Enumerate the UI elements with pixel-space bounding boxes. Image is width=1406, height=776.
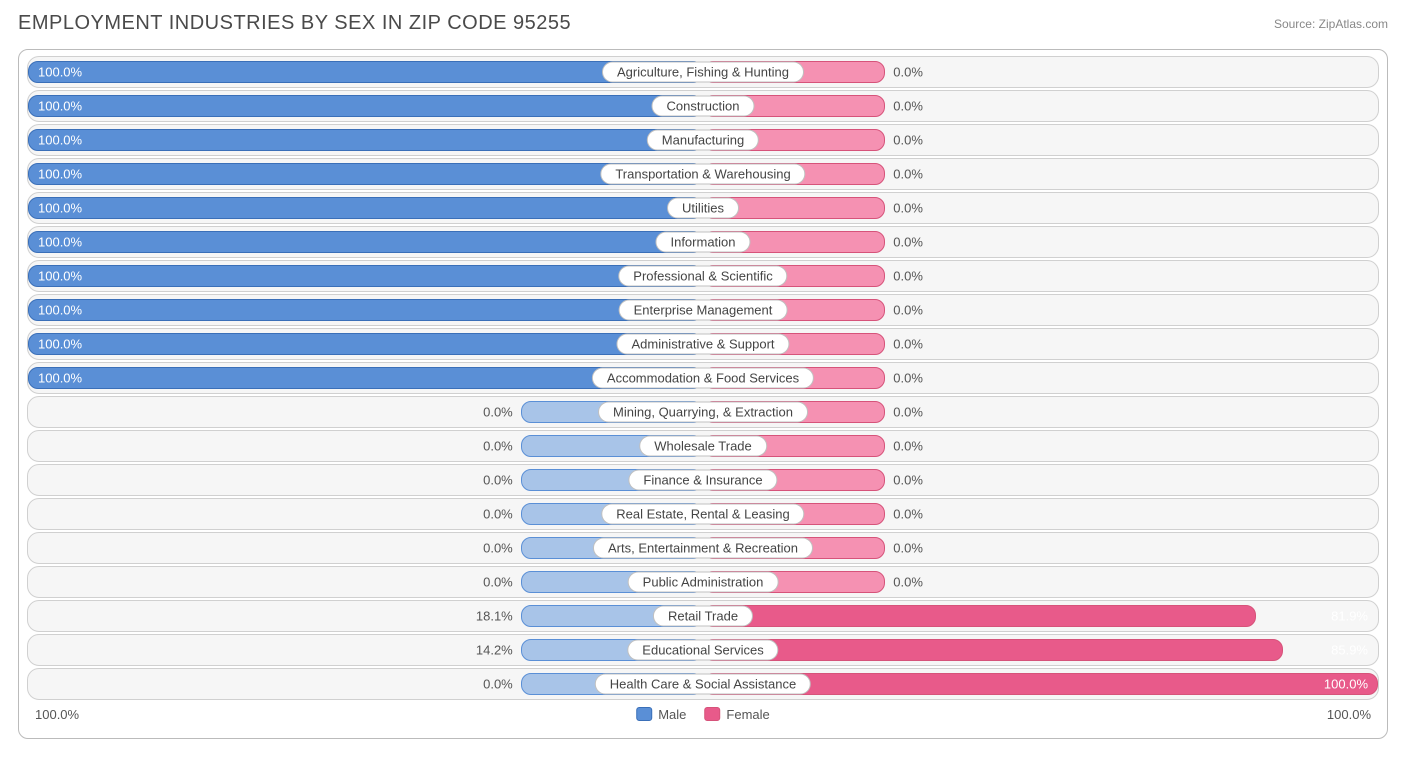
male-bar bbox=[28, 197, 703, 219]
row-label: Health Care & Social Assistance bbox=[595, 674, 811, 695]
chart-title: EMPLOYMENT INDUSTRIES BY SEX IN ZIP CODE… bbox=[18, 12, 571, 35]
row-label: Real Estate, Rental & Leasing bbox=[601, 504, 804, 525]
male-pct: 100.0% bbox=[38, 269, 82, 284]
female-pct: 0.0% bbox=[893, 575, 923, 590]
chart-row: 18.1% 81.9% Retail Trade bbox=[27, 600, 1379, 632]
female-pct: 0.0% bbox=[893, 133, 923, 148]
female-pct: 0.0% bbox=[893, 405, 923, 420]
male-bar bbox=[28, 129, 703, 151]
female-pct: 0.0% bbox=[893, 99, 923, 114]
female-pct: 0.0% bbox=[893, 439, 923, 454]
row-label: Information bbox=[655, 232, 750, 253]
male-pct: 100.0% bbox=[38, 133, 82, 148]
row-label: Construction bbox=[652, 96, 755, 117]
chart-row: 100.0% 0.0% Information bbox=[27, 226, 1379, 258]
female-pct: 0.0% bbox=[893, 541, 923, 556]
axis-label-left: 100.0% bbox=[35, 707, 79, 722]
female-pct: 0.0% bbox=[893, 201, 923, 216]
female-pct: 0.0% bbox=[893, 507, 923, 522]
female-pct: 0.0% bbox=[893, 269, 923, 284]
chart-row: 100.0% 0.0% Manufacturing bbox=[27, 124, 1379, 156]
female-pct: 0.0% bbox=[893, 235, 923, 250]
axis-label-right: 100.0% bbox=[1327, 707, 1371, 722]
chart-row: 100.0% 0.0% Professional & Scientific bbox=[27, 260, 1379, 292]
row-label: Transportation & Warehousing bbox=[600, 164, 805, 185]
male-pct: 100.0% bbox=[38, 303, 82, 318]
chart-row: 100.0% 0.0% Enterprise Management bbox=[27, 294, 1379, 326]
female-pct: 0.0% bbox=[893, 167, 923, 182]
chart-row: 100.0% 0.0% Utilities bbox=[27, 192, 1379, 224]
row-label: Wholesale Trade bbox=[639, 436, 767, 457]
row-label: Enterprise Management bbox=[619, 300, 788, 321]
male-bar bbox=[28, 333, 703, 355]
row-label: Finance & Insurance bbox=[628, 470, 777, 491]
female-pct: 0.0% bbox=[893, 65, 923, 80]
row-label: Professional & Scientific bbox=[618, 266, 787, 287]
male-pct: 100.0% bbox=[38, 65, 82, 80]
female-pct: 0.0% bbox=[893, 371, 923, 386]
row-label: Retail Trade bbox=[653, 606, 753, 627]
female-bar bbox=[703, 639, 1283, 661]
male-pct: 100.0% bbox=[38, 99, 82, 114]
source-attribution: Source: ZipAtlas.com bbox=[1274, 17, 1388, 31]
chart-row: 0.0% 0.0% Public Administration bbox=[27, 566, 1379, 598]
male-pct: 0.0% bbox=[483, 541, 513, 556]
row-label: Public Administration bbox=[628, 572, 779, 593]
male-pct: 100.0% bbox=[38, 201, 82, 216]
legend-female-label: Female bbox=[726, 707, 769, 722]
male-pct: 100.0% bbox=[38, 371, 82, 386]
chart-row: 14.2% 85.9% Educational Services bbox=[27, 634, 1379, 666]
chart-row: 100.0% 0.0% Transportation & Warehousing bbox=[27, 158, 1379, 190]
male-pct: 0.0% bbox=[483, 439, 513, 454]
female-pct: 81.9% bbox=[1331, 609, 1368, 624]
row-label: Arts, Entertainment & Recreation bbox=[593, 538, 813, 559]
legend-female: Female bbox=[704, 707, 769, 722]
male-pct: 18.1% bbox=[476, 609, 513, 624]
female-swatch bbox=[704, 707, 720, 721]
row-label: Administrative & Support bbox=[616, 334, 789, 355]
male-pct: 100.0% bbox=[38, 235, 82, 250]
chart-container: 100.0% 0.0% Agriculture, Fishing & Hunting… bbox=[18, 49, 1388, 739]
chart-row: 0.0% 0.0% Finance & Insurance bbox=[27, 464, 1379, 496]
chart-row: 100.0% 0.0% Agriculture, Fishing & Hunting bbox=[27, 56, 1379, 88]
female-bar bbox=[703, 605, 1256, 627]
male-pct: 100.0% bbox=[38, 167, 82, 182]
legend-male-label: Male bbox=[658, 707, 686, 722]
female-pct: 0.0% bbox=[893, 473, 923, 488]
male-pct: 14.2% bbox=[476, 643, 513, 658]
chart-row: 0.0% 100.0% Health Care & Social Assistanc… bbox=[27, 668, 1379, 700]
chart-row: 100.0% 0.0% Accommodation & Food Services bbox=[27, 362, 1379, 394]
female-pct: 100.0% bbox=[1324, 677, 1368, 692]
male-bar bbox=[28, 299, 703, 321]
male-bar bbox=[28, 231, 703, 253]
female-pct: 85.9% bbox=[1331, 643, 1368, 658]
male-pct: 0.0% bbox=[483, 575, 513, 590]
row-label: Agriculture, Fishing & Hunting bbox=[602, 62, 804, 83]
chart-row: 100.0% 0.0% Construction bbox=[27, 90, 1379, 122]
row-label: Utilities bbox=[667, 198, 739, 219]
legend-male: Male bbox=[636, 707, 686, 722]
male-pct: 0.0% bbox=[483, 405, 513, 420]
female-pct: 0.0% bbox=[893, 303, 923, 318]
chart-row: 0.0% 0.0% Real Estate, Rental & Leasing bbox=[27, 498, 1379, 530]
chart-row: 0.0% 0.0% Wholesale Trade bbox=[27, 430, 1379, 462]
male-swatch bbox=[636, 707, 652, 721]
male-bar bbox=[28, 95, 703, 117]
male-pct: 100.0% bbox=[38, 337, 82, 352]
row-label: Manufacturing bbox=[647, 130, 759, 151]
female-pct: 0.0% bbox=[893, 337, 923, 352]
male-bar bbox=[28, 265, 703, 287]
chart-row: 0.0% 0.0% Arts, Entertainment & Recreation bbox=[27, 532, 1379, 564]
male-pct: 0.0% bbox=[483, 507, 513, 522]
row-label: Educational Services bbox=[627, 640, 778, 661]
male-pct: 0.0% bbox=[483, 677, 513, 692]
male-pct: 0.0% bbox=[483, 473, 513, 488]
row-label: Accommodation & Food Services bbox=[592, 368, 814, 389]
legend-row: 100.0% Male Female 100.0% bbox=[27, 702, 1379, 726]
chart-row: 100.0% 0.0% Administrative & Support bbox=[27, 328, 1379, 360]
row-label: Mining, Quarrying, & Extraction bbox=[598, 402, 808, 423]
chart-row: 0.0% 0.0% Mining, Quarrying, & Extraction bbox=[27, 396, 1379, 428]
